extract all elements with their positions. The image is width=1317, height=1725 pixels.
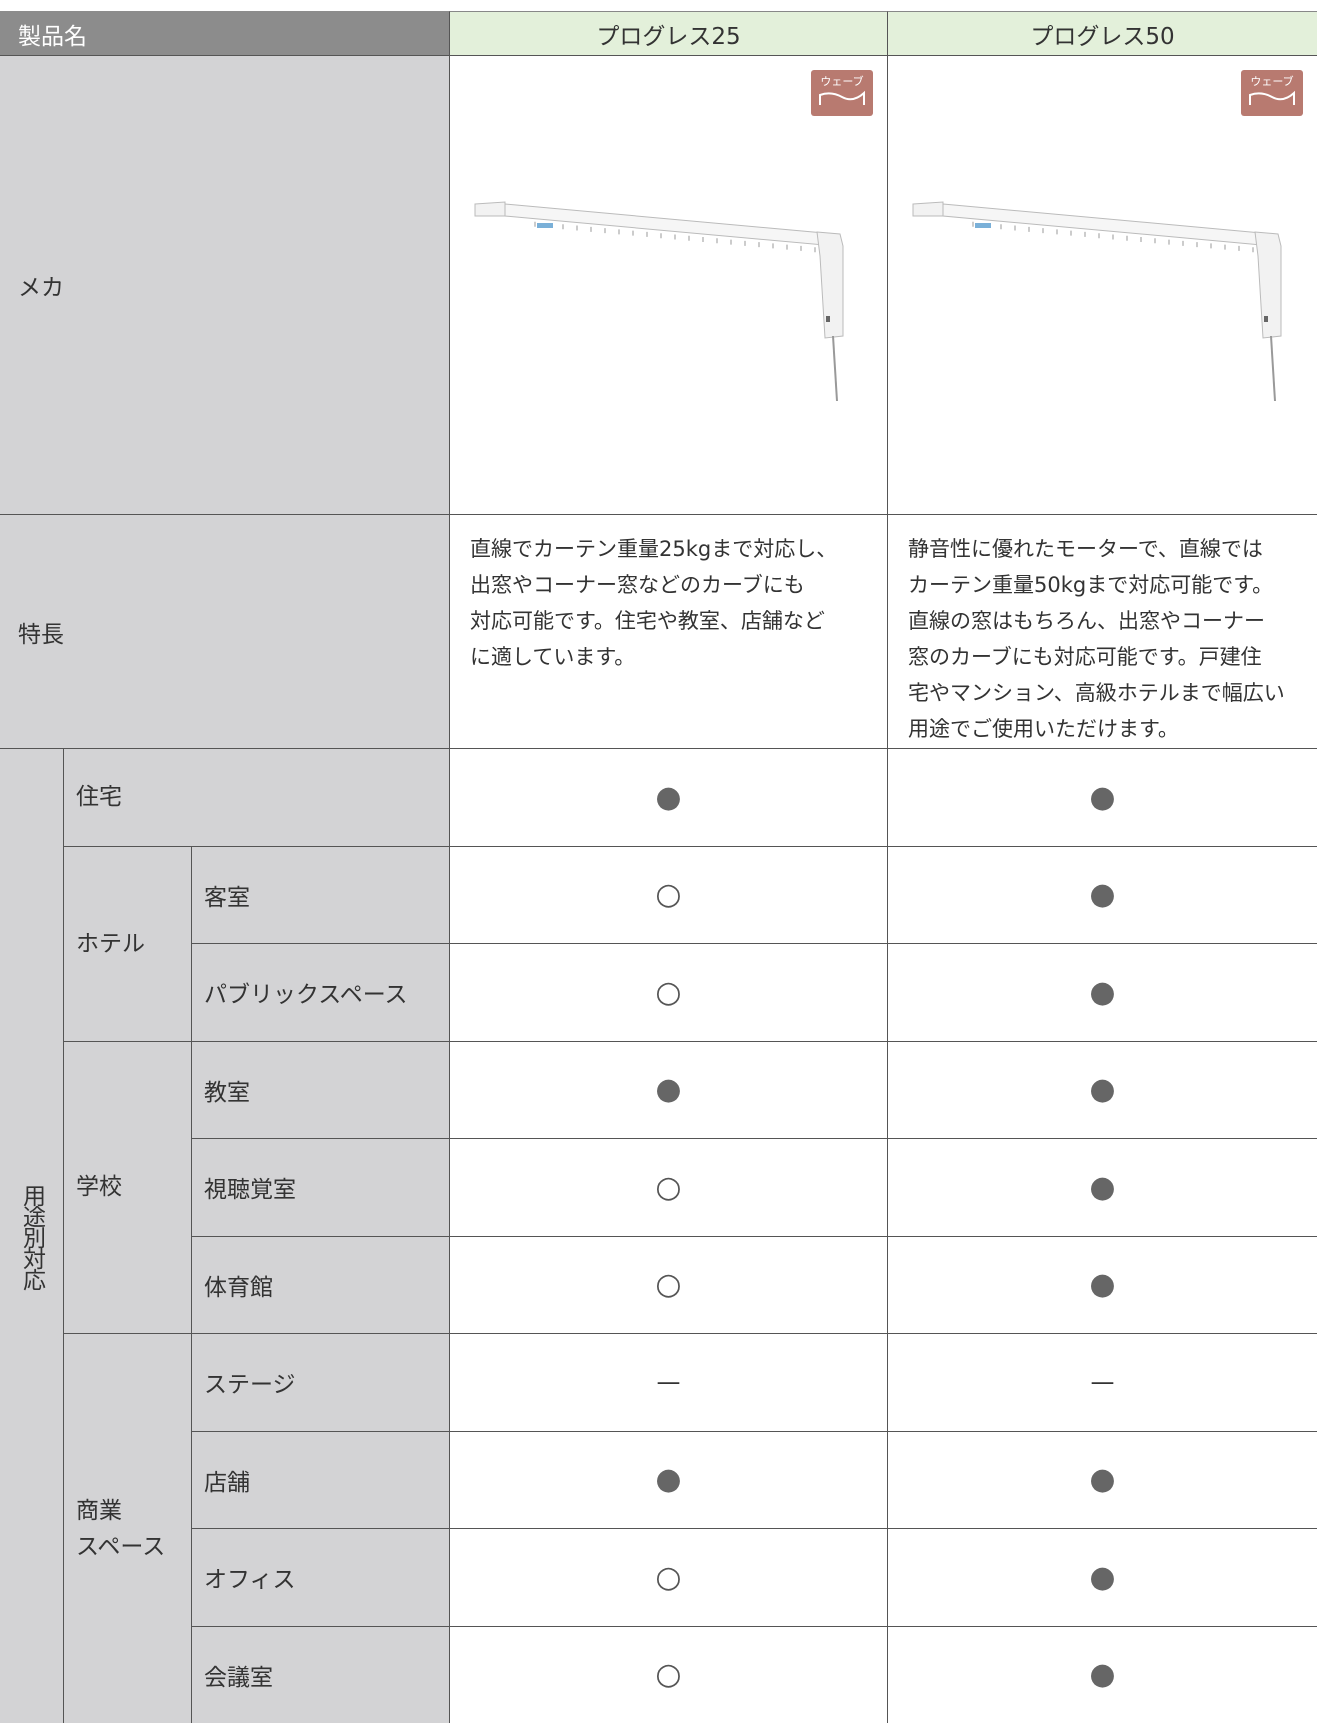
usage-cell: ● bbox=[887, 1430, 1317, 1528]
usage-cell: — bbox=[887, 1333, 1317, 1431]
usage-cell: ○ bbox=[449, 1625, 887, 1723]
usage-cell: ● bbox=[887, 1528, 1317, 1626]
usage-cell: ● bbox=[887, 748, 1317, 846]
category-label-line: スペース bbox=[76, 1533, 166, 1560]
features-text: 直線でカーテン重量25kgまで対応し、 出窓やコーナー窓などのカーブにも 対応可能で… bbox=[449, 514, 887, 748]
subcategory-label: 体育館 bbox=[191, 1235, 449, 1333]
usage-cell: ● bbox=[449, 1040, 887, 1138]
category-label-line: 住宅 bbox=[76, 784, 122, 811]
usage-mark: — bbox=[1090, 1368, 1115, 1397]
badge-text: ウェーブ bbox=[820, 75, 864, 88]
features-line: 直線でカーテン重量25kgまで対応し、 bbox=[470, 537, 838, 561]
features-line: 用途でご使用いただけます。 bbox=[908, 717, 1179, 741]
usage-mark: ● bbox=[655, 1462, 682, 1498]
header-label: 製品名 bbox=[0, 11, 449, 55]
wave-badge: ウェーブ bbox=[1241, 70, 1303, 116]
rail-image bbox=[912, 201, 1282, 402]
features-line: カーテン重量50kgまで対応可能です。 bbox=[908, 573, 1274, 597]
mecha-label: メカ bbox=[0, 55, 449, 514]
category-label-line: ホテル bbox=[76, 930, 145, 957]
usage-cell: ● bbox=[887, 1040, 1317, 1138]
features-line: 宅やマンション、高級ホテルまで幅広い bbox=[908, 681, 1285, 705]
usage-label: 用途別対応 bbox=[0, 748, 63, 1723]
mecha-image-cell: ウェーブ bbox=[887, 55, 1317, 514]
usage-cell: ● bbox=[887, 845, 1317, 943]
subcategory-label: オフィス bbox=[191, 1528, 449, 1626]
usage-cell: ● bbox=[887, 1235, 1317, 1333]
features-line: 出窓やコーナー窓などのカーブにも bbox=[470, 573, 805, 597]
badge-wave bbox=[1249, 90, 1295, 105]
category-label: 学校 bbox=[63, 1040, 191, 1333]
features-line: に適しています。 bbox=[470, 645, 636, 669]
rail-image bbox=[474, 201, 844, 402]
usage-mark: ● bbox=[1089, 1462, 1116, 1498]
subcategory-label: ステージ bbox=[191, 1333, 449, 1431]
features-line: 対応可能です。住宅や教室、店舗など bbox=[470, 609, 825, 633]
usage-mark: ● bbox=[1089, 1072, 1116, 1108]
usage-cell: ● bbox=[449, 748, 887, 846]
usage-mark: ○ bbox=[655, 1267, 682, 1303]
usage-cell: ● bbox=[449, 1430, 887, 1528]
features-line: 静音性に優れたモーターで、直線では bbox=[908, 537, 1263, 561]
product-name: プログレス50 bbox=[887, 11, 1317, 55]
category-label: 住宅 bbox=[63, 748, 449, 846]
subcategory-label: 客室 bbox=[191, 845, 449, 943]
usage-mark: ○ bbox=[655, 974, 682, 1010]
usage-mark: ● bbox=[655, 779, 682, 815]
usage-cell: ○ bbox=[449, 943, 887, 1041]
usage-cell: ● bbox=[887, 1625, 1317, 1723]
subcategory-label: 店舗 bbox=[191, 1430, 449, 1528]
usage-cell: ○ bbox=[449, 1235, 887, 1333]
product-name: プログレス25 bbox=[449, 11, 887, 55]
usage-mark: ● bbox=[1089, 1559, 1116, 1595]
badge-text: ウェーブ bbox=[1250, 75, 1294, 88]
features-text: 静音性に優れたモーターで、直線では カーテン重量50kgまで対応可能です。 直線の窓… bbox=[887, 514, 1317, 748]
category-label: ホテル bbox=[63, 845, 191, 1041]
features-label: 特長 bbox=[0, 514, 449, 748]
usage-mark: ○ bbox=[655, 1559, 682, 1595]
category-label-line: 商業 bbox=[76, 1497, 122, 1524]
usage-mark: ● bbox=[1089, 779, 1116, 815]
usage-cell: ● bbox=[887, 1138, 1317, 1236]
category-label-line: 学校 bbox=[76, 1174, 122, 1201]
wave-badge: ウェーブ bbox=[811, 70, 873, 116]
usage-mark: ● bbox=[655, 1072, 682, 1108]
badge-wave bbox=[819, 90, 865, 105]
usage-cell: — bbox=[449, 1333, 887, 1431]
subcategory-label: 会議室 bbox=[191, 1625, 449, 1723]
mecha-image-cell: ウェーブ bbox=[449, 55, 887, 514]
features-line: 窓のカーブにも対応可能です。戸建住 bbox=[908, 645, 1262, 669]
features-line: 直線の窓はもちろん、出窓やコーナー bbox=[908, 609, 1265, 633]
subcategory-label: 視聴覚室 bbox=[191, 1138, 449, 1236]
usage-mark: ● bbox=[1089, 1657, 1116, 1693]
usage-cell: ○ bbox=[449, 1138, 887, 1236]
usage-mark: ● bbox=[1089, 1267, 1116, 1303]
usage-cell: ● bbox=[887, 943, 1317, 1041]
usage-label-text: 用途別対応 bbox=[18, 1183, 45, 1289]
subcategory-label: 教室 bbox=[191, 1040, 449, 1138]
usage-mark: ○ bbox=[655, 1169, 682, 1205]
usage-mark: ● bbox=[1089, 877, 1116, 913]
usage-mark: ○ bbox=[655, 1657, 682, 1693]
usage-cell: ○ bbox=[449, 1528, 887, 1626]
usage-mark: ● bbox=[1089, 1169, 1116, 1205]
usage-cell: ○ bbox=[449, 845, 887, 943]
subcategory-label: パブリックスペース bbox=[191, 943, 449, 1041]
usage-mark: — bbox=[656, 1368, 681, 1397]
usage-mark: ● bbox=[1089, 974, 1116, 1010]
usage-mark: ○ bbox=[655, 877, 682, 913]
category-label: 商業 スペース bbox=[63, 1333, 191, 1723]
